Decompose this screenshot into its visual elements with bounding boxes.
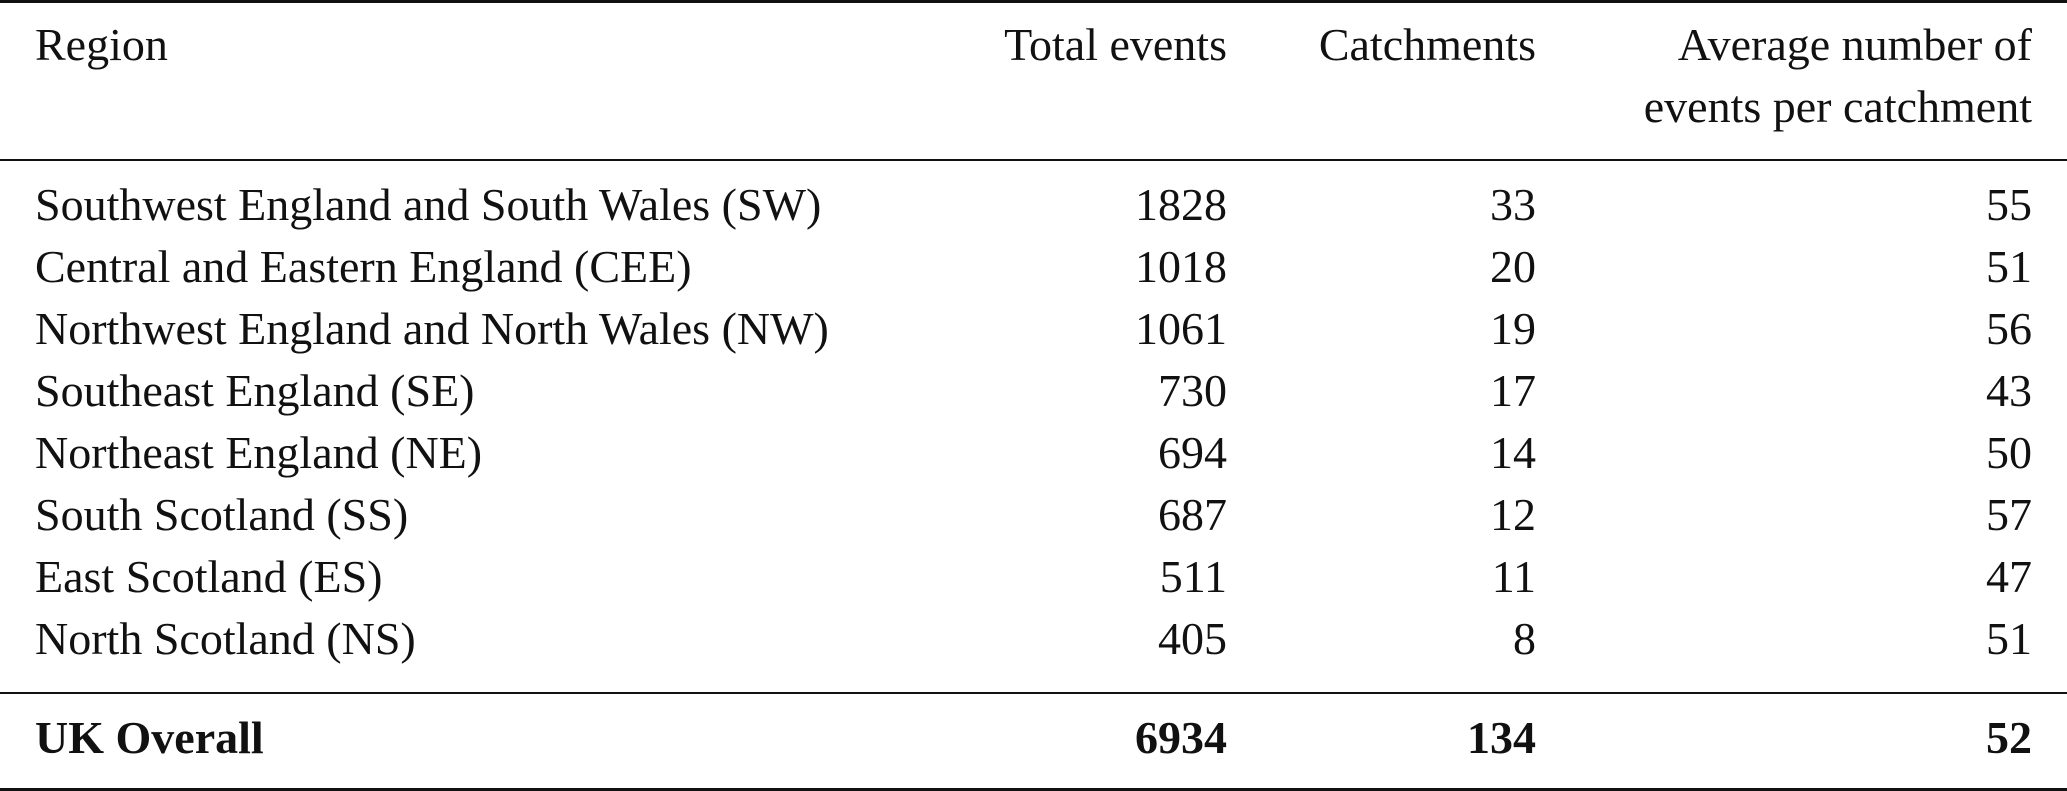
cell-total-events: 405 [1158,613,1227,664]
table-row: North Scotland (NS) 405 8 51 [0,608,2067,670]
cell-region: Northwest England and North Wales (NW) [35,303,829,354]
header-rule [0,159,2067,161]
total-rule [0,692,2067,694]
cell-region: Northeast England (NE) [35,427,483,478]
cell-average: 43 [1986,365,2032,416]
cell-total-events: 687 [1158,489,1227,540]
cell-total-events: 511 [1159,551,1227,602]
cell-total-events: 1061 [1135,303,1227,354]
cell-region: North Scotland (NS) [35,613,416,664]
bottom-rule [0,788,2067,791]
cell-catchments: 12 [1490,489,1536,540]
cell-catchments: 19 [1490,303,1536,354]
cell-average: 51 [1986,241,2032,292]
header-average-events: Average number of events per catchment [1644,14,2032,138]
total-catchments: 134 [1467,712,1536,763]
cell-total-events: 1828 [1135,179,1227,230]
cell-catchments: 17 [1490,365,1536,416]
cell-catchments: 14 [1490,427,1536,478]
header-average-line2: events per catchment [1643,81,2032,132]
table-row: Northeast England (NE) 694 14 50 [0,422,2067,484]
cell-catchments: 11 [1491,551,1536,602]
cell-average: 51 [1986,613,2032,664]
table-row: South Scotland (SS) 687 12 57 [0,484,2067,546]
cell-average: 55 [1986,179,2032,230]
table-row: East Scotland (ES) 511 11 47 [0,546,2067,608]
cell-catchments: 20 [1490,241,1536,292]
header-total-events: Total events [1004,19,1227,70]
header-catchments: Catchments [1318,19,1536,70]
header-average-line1: Average number of [1677,19,2032,70]
total-average: 52 [1986,712,2032,763]
cell-average: 47 [1986,551,2032,602]
header-region: Region [35,19,168,70]
cell-region: Central and Eastern England (CEE) [35,241,692,292]
cell-average: 50 [1986,427,2032,478]
cell-total-events: 694 [1158,427,1227,478]
cell-region: East Scotland (ES) [35,551,383,602]
table-row: Southeast England (SE) 730 17 43 [0,360,2067,422]
total-region: UK Overall [35,712,264,763]
cell-average: 57 [1986,489,2032,540]
cell-catchments: 33 [1490,179,1536,230]
cell-region: Southeast England (SE) [35,365,475,416]
total-total-events: 6934 [1135,712,1227,763]
cell-average: 56 [1986,303,2032,354]
top-rule [0,0,2067,3]
total-row: UK Overall 6934 134 52 [0,707,2067,769]
cell-total-events: 730 [1158,365,1227,416]
cell-region: South Scotland (SS) [35,489,409,540]
table-row: Central and Eastern England (CEE) 1018 2… [0,236,2067,298]
cell-total-events: 1018 [1135,241,1227,292]
table-row: Northwest England and North Wales (NW) 1… [0,298,2067,360]
cell-region: Southwest England and South Wales (SW) [35,179,822,230]
cell-catchments: 8 [1513,613,1536,664]
table-row: Southwest England and South Wales (SW) 1… [0,174,2067,236]
